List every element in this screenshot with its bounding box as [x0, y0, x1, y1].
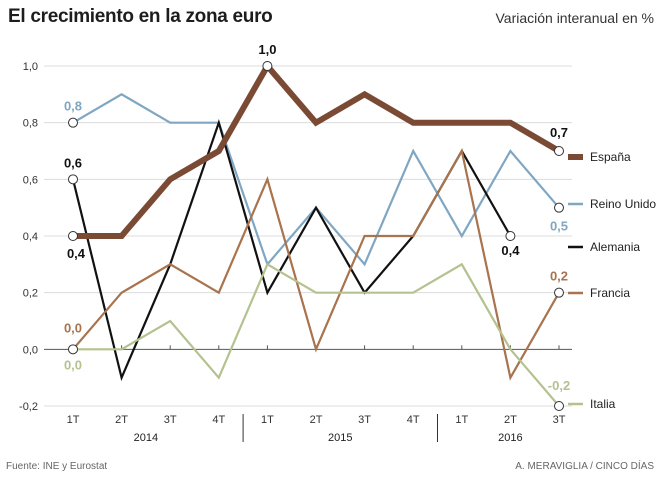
x-tick-label: 1T — [67, 414, 80, 426]
legend-label: España — [590, 150, 631, 164]
data-label: 0,4 — [67, 246, 86, 261]
x-tick-label: 2T — [115, 414, 128, 426]
data-label: 0,6 — [64, 155, 82, 170]
x-tick-label: 3T — [553, 414, 566, 426]
data-label: 0,0 — [64, 357, 82, 372]
data-label: 0,7 — [550, 125, 568, 140]
credit-note: A. MERAVIGLIA / CINCO DÍAS — [515, 461, 654, 472]
legend-label: Italia — [590, 397, 616, 411]
x-tick-label: 3T — [164, 414, 177, 426]
data-point-marker — [68, 231, 78, 241]
legend-label: Francia — [590, 286, 630, 300]
data-point-marker — [68, 117, 78, 128]
grid-layer — [44, 65, 572, 407]
data-point-marker — [554, 146, 564, 156]
y-tick-label: 0,4 — [23, 231, 38, 243]
source-note: Fuente: INE y Eurostat — [6, 461, 108, 472]
x-tick-label: 1T — [261, 414, 274, 426]
data-point-marker — [262, 61, 273, 71]
x-tick-label: 4T — [407, 414, 420, 426]
series-layer — [71, 60, 561, 407]
data-label: -0,2 — [548, 378, 570, 393]
axis-layer: -0,2 0,0 0,2 0,4 0,6 0,8 1,0 1T 2T 3T 4T 1T 2T 3T 4T 1T… — [19, 61, 566, 444]
y-tick-label: 1,0 — [23, 61, 38, 73]
data-label: 0,5 — [550, 219, 568, 234]
legend-label: Reino Unido — [590, 197, 656, 211]
series-line-españa — [73, 60, 561, 239]
y-tick-label: 0,8 — [23, 118, 38, 130]
x-tick-label: 2T — [504, 414, 517, 426]
y-tick-label: 0,0 — [23, 344, 38, 356]
data-label: 0,2 — [550, 269, 568, 284]
y-tick-label: 0,6 — [23, 174, 38, 186]
year-label: 2015 — [328, 432, 352, 444]
series-line-francia — [72, 147, 560, 381]
data-point-marker — [554, 287, 564, 298]
y-tick-label: 0,2 — [23, 288, 38, 300]
chart-title: El crecimiento en la zona euro — [8, 6, 273, 27]
data-point-marker — [505, 231, 516, 241]
marker-layer — [68, 61, 564, 411]
legend-layer: España Reino Unido Alemania Francia Italia — [568, 150, 656, 411]
chart-subtitle: Variación interanual en % — [495, 10, 654, 26]
label-layer: 0,8 0,6 0,4 0,0 0,0 1,0 0,7 0,5 0,4 0,2 -0,2 — [64, 42, 570, 393]
year-label: 2016 — [498, 432, 522, 444]
year-label: 2014 — [134, 432, 158, 444]
x-tick-label: 1T — [455, 414, 468, 426]
y-tick-label: -0,2 — [19, 401, 38, 413]
data-point-marker — [68, 174, 78, 185]
data-point-marker — [68, 344, 78, 355]
x-tick-label: 2T — [310, 414, 323, 426]
data-label: 0,0 — [64, 320, 82, 335]
x-tick-label: 3T — [358, 414, 371, 426]
series-line-italia — [73, 262, 560, 407]
data-point-marker — [554, 202, 564, 213]
x-tick-label: 4T — [212, 414, 225, 426]
legend-label: Alemania — [590, 240, 640, 254]
data-point-marker — [554, 401, 564, 411]
data-label: 1,0 — [258, 42, 276, 57]
data-label: 0,8 — [64, 99, 82, 114]
data-label: 0,4 — [501, 243, 520, 258]
